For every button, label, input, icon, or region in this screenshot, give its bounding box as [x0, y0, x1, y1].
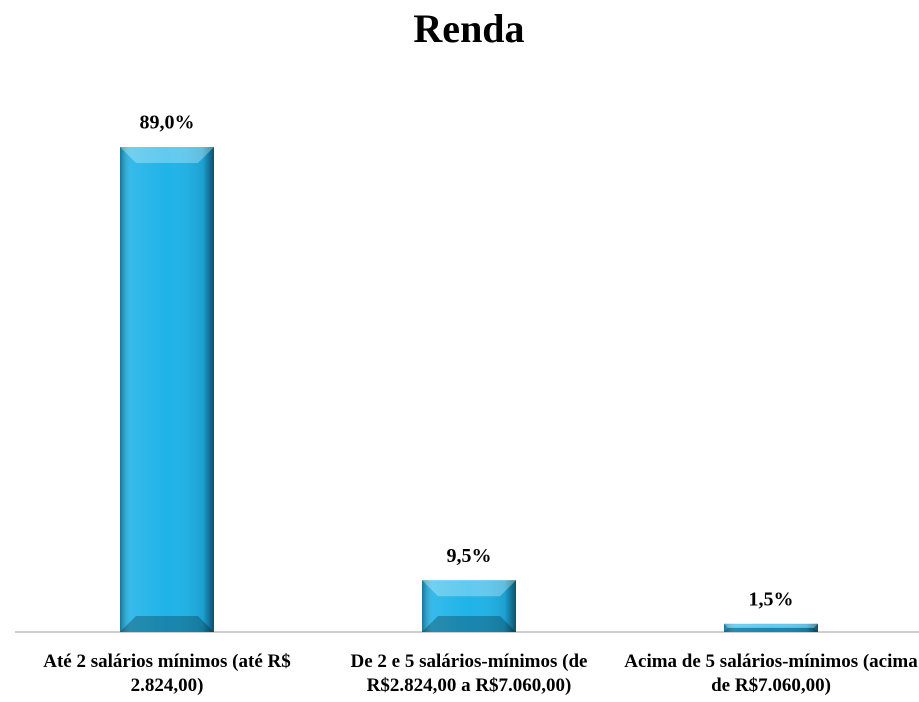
data-label: 89,0%	[140, 112, 195, 134]
data-label: 9,5%	[447, 545, 492, 567]
chart-title: Renda	[413, 6, 524, 51]
x-tick-label: Acima de 5 salários-mínimos (acima de R$…	[624, 651, 918, 696]
x-tick-label: De 2 e 5 salários-mínimos (de R$2.824,00…	[350, 651, 588, 696]
bar	[120, 147, 214, 632]
bar	[422, 580, 516, 632]
bar	[724, 623, 818, 632]
x-tick-label: Até 2 salários mínimos (até R$ 2.824,00)	[43, 651, 291, 696]
data-label: 1,5%	[749, 588, 794, 610]
